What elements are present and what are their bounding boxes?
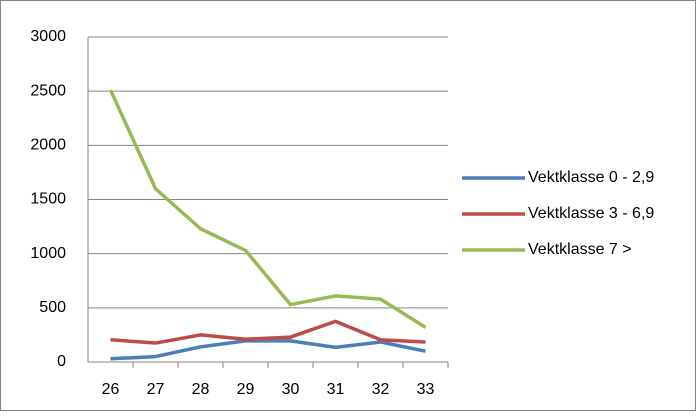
legend-label: Vektklasse 7 >	[528, 241, 632, 258]
x-tick-label: 28	[192, 381, 210, 398]
x-tick-label: 30	[282, 381, 300, 398]
series-line	[110, 339, 426, 361]
series-line	[108, 89, 427, 329]
y-tick-label: 2000	[30, 137, 66, 154]
x-tick-label: 26	[102, 381, 120, 398]
x-tick-label: 32	[372, 381, 390, 398]
legend-label: Vektklasse 3 - 6,9	[528, 205, 654, 222]
legend-label: Vektklasse 0 - 2,9	[528, 169, 654, 186]
y-tick-label: 2500	[30, 82, 66, 99]
x-tick-label: 29	[237, 381, 255, 398]
y-tick-label: 1000	[30, 245, 66, 262]
series-line	[110, 319, 426, 345]
y-tick-label: 500	[39, 299, 66, 316]
x-tick-label: 27	[147, 381, 165, 398]
y-tick-label: 1500	[30, 191, 66, 208]
y-tick-label: 3000	[30, 28, 66, 45]
x-tick-label: 31	[327, 381, 345, 398]
x-tick-label: 33	[417, 381, 435, 398]
y-tick-label: 0	[57, 353, 66, 370]
